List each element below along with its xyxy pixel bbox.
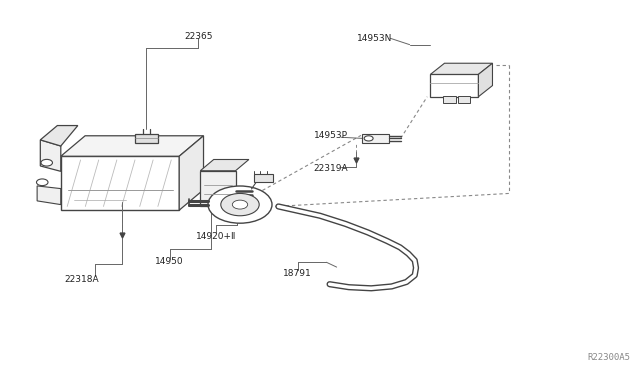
Text: 14950: 14950 — [156, 257, 184, 266]
Text: R22300A5: R22300A5 — [588, 353, 630, 362]
FancyBboxPatch shape — [443, 96, 456, 103]
Polygon shape — [179, 136, 204, 210]
FancyBboxPatch shape — [254, 174, 273, 182]
Circle shape — [364, 136, 373, 141]
Polygon shape — [40, 126, 78, 146]
Polygon shape — [40, 140, 61, 171]
Text: 18791: 18791 — [284, 269, 312, 278]
FancyBboxPatch shape — [362, 134, 389, 143]
Circle shape — [232, 200, 248, 209]
Text: 14953P: 14953P — [314, 131, 348, 140]
FancyBboxPatch shape — [200, 171, 236, 206]
Polygon shape — [200, 160, 249, 171]
Circle shape — [221, 193, 259, 216]
Text: 22318A: 22318A — [65, 275, 99, 284]
Polygon shape — [37, 186, 61, 205]
FancyBboxPatch shape — [458, 96, 470, 103]
Circle shape — [208, 186, 272, 223]
FancyBboxPatch shape — [61, 156, 179, 210]
Text: 22365: 22365 — [184, 32, 212, 41]
Circle shape — [36, 179, 48, 186]
Polygon shape — [430, 63, 493, 74]
FancyBboxPatch shape — [135, 134, 157, 143]
Text: 14920+Ⅱ: 14920+Ⅱ — [196, 232, 237, 241]
Text: 14953N: 14953N — [357, 34, 392, 43]
Polygon shape — [479, 63, 493, 97]
Circle shape — [41, 159, 52, 166]
FancyBboxPatch shape — [430, 74, 479, 97]
Text: 22319A: 22319A — [314, 164, 348, 173]
Polygon shape — [61, 136, 204, 156]
